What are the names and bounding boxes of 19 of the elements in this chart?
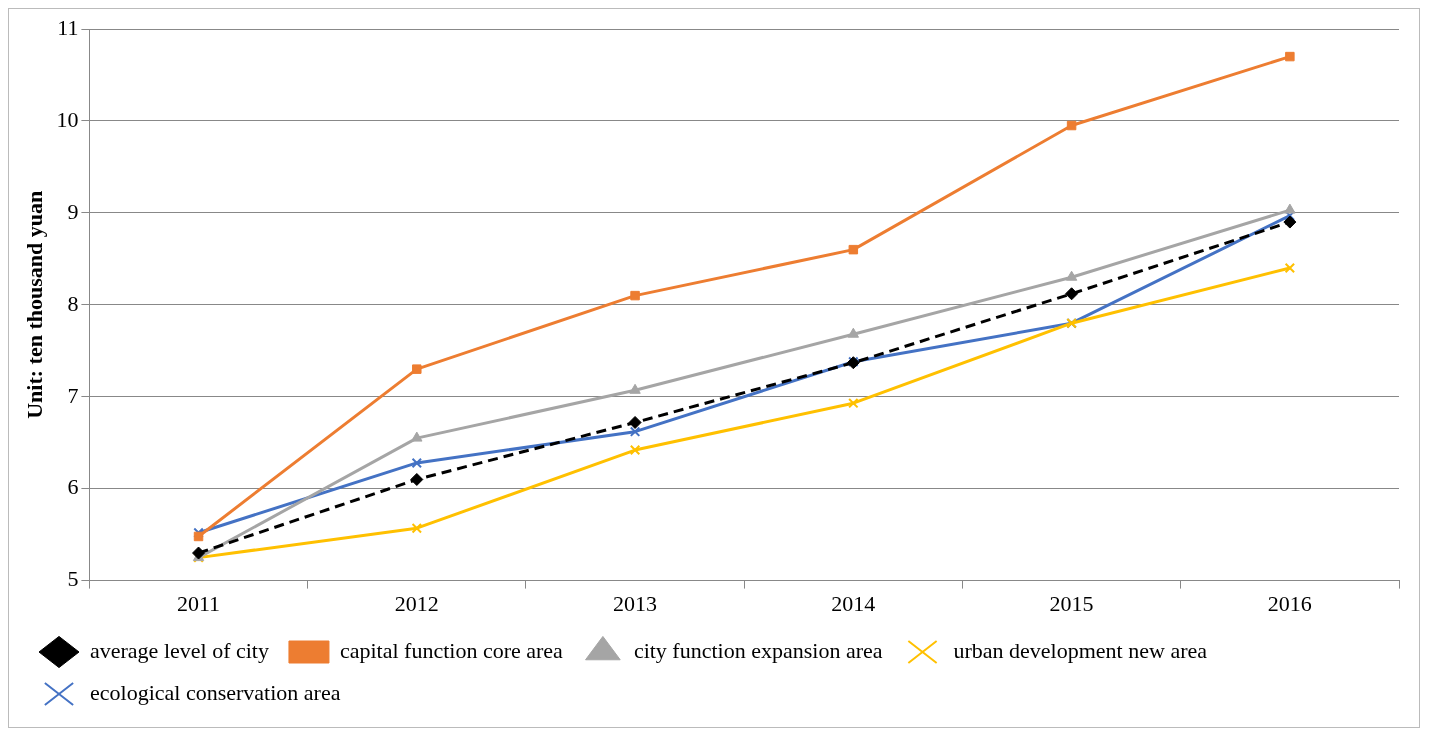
y-tick-label: 11 (57, 14, 79, 40)
x-tick-label: 2011 (176, 590, 221, 616)
legend-label: capital function core area (339, 637, 564, 663)
x-tick-label: 2013 (613, 590, 658, 616)
y-axis-title: Unit: ten thousand yuan (21, 190, 47, 419)
x-tick-label: 2012 (394, 590, 439, 616)
legend-label: city function expansion area (633, 637, 883, 663)
legend-label: urban development new area (953, 637, 1208, 663)
y-tick-label: 8 (67, 290, 79, 316)
x-tick-label: 2015 (1049, 590, 1094, 616)
legend-label: ecological conservation area (90, 679, 341, 705)
x-tick-label: 2016 (1267, 590, 1312, 616)
x-tick-label: 2014 (831, 590, 876, 616)
y-tick-label: 7 (67, 382, 79, 408)
y-tick-label: 6 (67, 474, 79, 500)
y-tick-label: 10 (56, 106, 79, 132)
y-tick-label: 5 (67, 566, 79, 592)
y-tick-label: 9 (67, 198, 79, 224)
legend-label: average level of city (90, 637, 269, 663)
